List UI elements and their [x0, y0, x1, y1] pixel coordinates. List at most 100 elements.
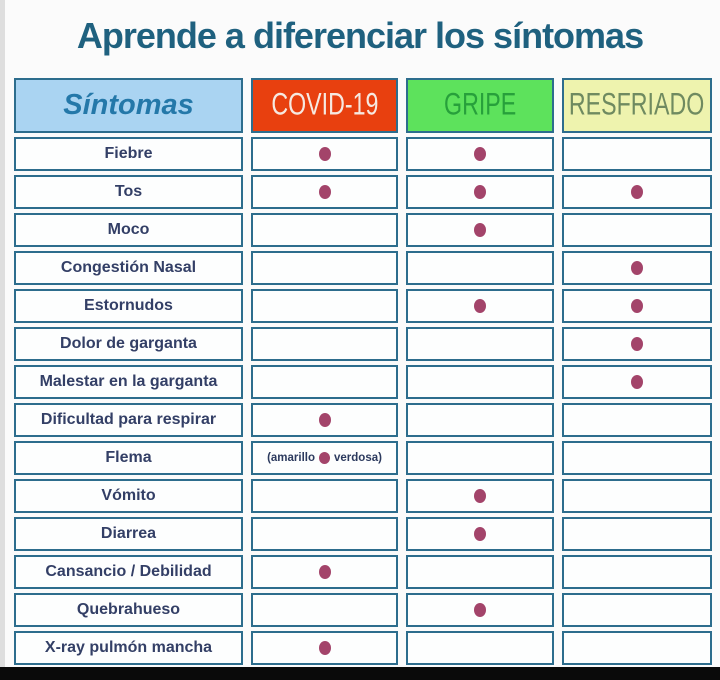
presence-cell-resfriado [562, 175, 712, 209]
presence-cell-gripe [406, 517, 554, 551]
symptom-label-cell: Malestar en la garganta [14, 365, 243, 399]
cell-note: (amarillo verdosa) [267, 452, 382, 464]
presence-cell-covid [251, 479, 398, 513]
presence-cell-gripe [406, 213, 554, 247]
presence-cell-gripe [406, 555, 554, 589]
symptom-label-cell: Quebrahueso [14, 593, 243, 627]
symptom-label: Moco [107, 221, 150, 238]
presence-cell-covid [251, 175, 398, 209]
presence-cell-covid: (amarillo verdosa) [251, 441, 398, 475]
symptom-dot-icon [631, 261, 643, 275]
symptom-dot-icon [631, 375, 643, 389]
symptom-label: X-ray pulmón mancha [44, 639, 213, 656]
symptom-label-cell: Dificultad para respirar [14, 403, 243, 437]
presence-cell-covid [251, 213, 398, 247]
symptom-dot-icon [318, 413, 331, 427]
column-header-covid: COVID-19 [251, 78, 398, 133]
symptom-label-cell: X-ray pulmón mancha [14, 631, 243, 665]
symptom-label-cell: Diarrea [14, 517, 243, 551]
presence-cell-gripe [406, 289, 554, 323]
presence-cell-resfriado [562, 327, 712, 361]
presence-cell-covid [251, 593, 398, 627]
page-title: Aprende a diferenciar los síntomas [76, 15, 644, 56]
symptom-label: Congestión Nasal [60, 259, 197, 276]
presence-cell-resfriado [562, 555, 712, 589]
column-header-label: GRIPE [443, 87, 517, 123]
symptom-label: Estornudos [84, 297, 173, 314]
presence-cell-covid [251, 251, 398, 285]
symptom-label: Dolor de garganta [60, 335, 197, 352]
symptom-dot-icon [474, 603, 486, 617]
symptom-label: Quebrahueso [76, 601, 181, 618]
left-edge-strip [0, 0, 5, 680]
presence-cell-gripe [406, 403, 554, 437]
presence-cell-gripe [406, 175, 554, 209]
presence-cell-gripe [406, 251, 554, 285]
presence-cell-covid [251, 327, 398, 361]
symptom-label-cell: Estornudos [14, 289, 243, 323]
presence-cell-gripe [406, 327, 554, 361]
presence-cell-gripe [406, 631, 554, 665]
note-suffix: verdosa) [334, 452, 382, 464]
symptom-dot-icon [631, 337, 643, 351]
symptom-label-cell: Dolor de garganta [14, 327, 243, 361]
symptom-label: Fiebre [104, 145, 153, 162]
symptom-label-cell: Vómito [14, 479, 243, 513]
symptom-dot-icon [631, 299, 643, 313]
presence-cell-resfriado [562, 213, 712, 247]
presence-cell-resfriado [562, 593, 712, 627]
presence-cell-resfriado [562, 137, 712, 171]
symptom-label-cell: Tos [14, 175, 243, 209]
symptom-dot-icon [474, 527, 486, 541]
symptom-label: Dificultad para respirar [40, 411, 217, 428]
symptom-label: Vómito [101, 487, 156, 504]
presence-cell-gripe [406, 479, 554, 513]
symptom-dot-icon [474, 147, 486, 161]
presence-cell-resfriado [562, 517, 712, 551]
symptom-dot-icon [318, 185, 331, 199]
column-header-label: Síntomas [63, 89, 194, 121]
note-prefix: (amarillo [267, 452, 315, 464]
presence-cell-gripe [406, 137, 554, 171]
symptom-dot-icon [474, 489, 486, 503]
presence-cell-covid [251, 517, 398, 551]
presence-cell-gripe [406, 441, 554, 475]
symptom-label-cell: Moco [14, 213, 243, 247]
symptom-label: Tos [114, 183, 143, 200]
presence-cell-gripe [406, 365, 554, 399]
symptom-label: Diarrea [100, 525, 157, 542]
symptom-dot-icon [318, 565, 331, 579]
symptom-label: Cansancio / Debilidad [45, 563, 212, 580]
presence-cell-resfriado [562, 631, 712, 665]
presence-cell-covid [251, 403, 398, 437]
presence-cell-covid [251, 289, 398, 323]
presence-cell-resfriado [562, 251, 712, 285]
symptom-dot-icon [474, 299, 486, 313]
presence-cell-covid [251, 631, 398, 665]
presence-cell-resfriado [562, 365, 712, 399]
presence-cell-covid [251, 137, 398, 171]
symptom-label-cell: Congestión Nasal [14, 251, 243, 285]
symptom-dot-icon [319, 452, 330, 464]
symptom-label: Flema [105, 449, 152, 466]
column-header-sintomas: Síntomas [14, 78, 243, 133]
symptom-dot-icon [318, 641, 331, 655]
presence-cell-gripe [406, 593, 554, 627]
presence-cell-covid [251, 365, 398, 399]
presence-cell-covid [251, 555, 398, 589]
symptom-label-cell: Cansancio / Debilidad [14, 555, 243, 589]
bottom-black-bar [0, 667, 720, 680]
symptom-dot-icon [474, 223, 486, 237]
column-header-gripe: GRIPE [406, 78, 554, 133]
symptom-dot-icon [318, 147, 331, 161]
column-header-resfriado: RESFRIADO [562, 78, 712, 133]
column-header-label: COVID-19 [270, 87, 378, 123]
symptom-dot-icon [474, 185, 486, 199]
symptom-table: Síntomas COVID-19 GRIPE RESFRIADO Fiebre Tos M… [14, 78, 712, 665]
symptom-label-cell: Fiebre [14, 137, 243, 171]
symptom-dot-icon [631, 185, 643, 199]
presence-cell-resfriado [562, 441, 712, 475]
column-header-label: RESFRIADO [569, 87, 705, 123]
presence-cell-resfriado [562, 479, 712, 513]
symptom-label: Malestar en la garganta [39, 373, 218, 390]
